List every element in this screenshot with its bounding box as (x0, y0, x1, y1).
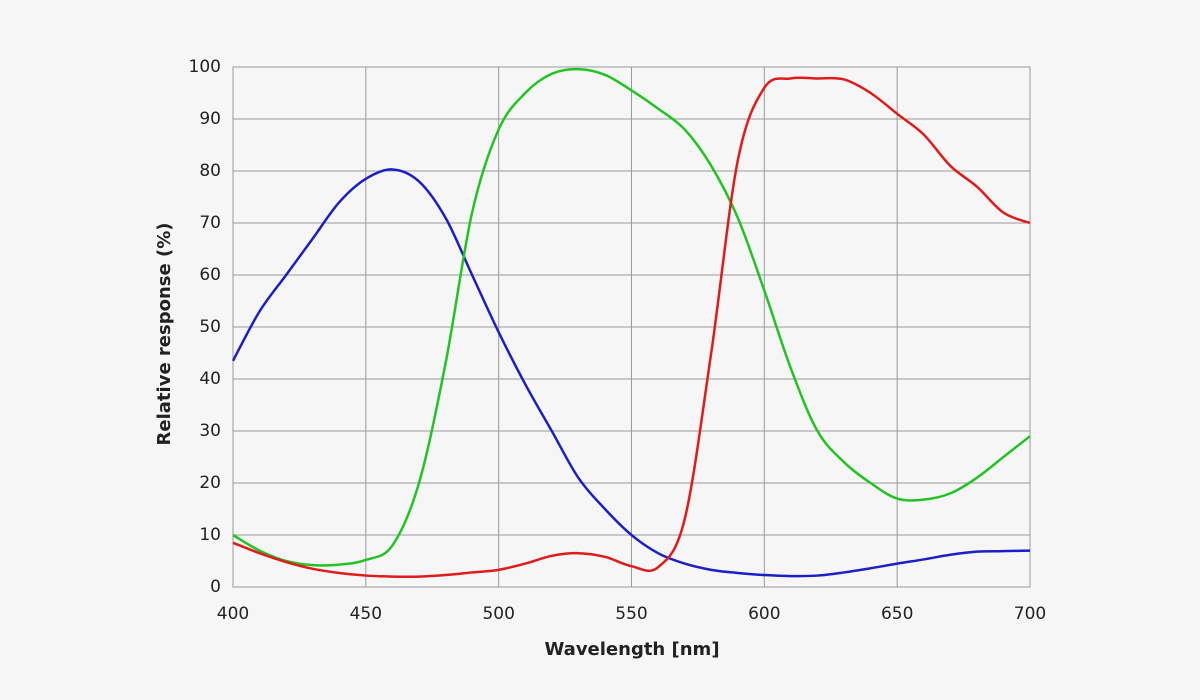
x-tick-label: 700 (1014, 604, 1046, 624)
y-tick-label: 40 (199, 369, 221, 389)
x-axis-label: Wavelength [nm] (544, 639, 719, 660)
x-tick-label: 450 (350, 604, 382, 624)
y-tick-label: 80 (199, 161, 221, 181)
y-tick-label: 70 (199, 213, 221, 233)
series-line (232, 76, 1031, 579)
y-tick-label: 10 (199, 525, 221, 545)
y-tick-label: 60 (199, 265, 221, 285)
x-tick-label: 400 (217, 604, 249, 624)
y-tick-label: 30 (199, 421, 221, 441)
y-tick-label: 50 (199, 317, 221, 337)
x-tick-label: 550 (615, 604, 647, 624)
y-tick-label: 0 (210, 577, 221, 597)
x-tick-label: 500 (482, 604, 514, 624)
x-tick-label: 650 (881, 604, 913, 624)
y-tick-label: 100 (189, 57, 221, 77)
y-tick-label: 20 (199, 473, 221, 493)
x-tick-label: 600 (748, 604, 780, 624)
y-axis-label: Relative response (%) (154, 223, 175, 446)
series-line (231, 168, 1031, 578)
series-line (232, 67, 1031, 567)
y-tick-label: 90 (199, 109, 221, 129)
